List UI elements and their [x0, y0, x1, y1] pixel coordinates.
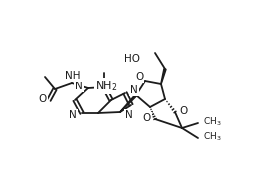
Text: N: N: [130, 85, 138, 95]
Text: NH: NH: [65, 71, 81, 81]
Text: N: N: [75, 81, 83, 91]
Polygon shape: [161, 69, 166, 84]
Text: O: O: [179, 106, 187, 116]
Polygon shape: [120, 94, 137, 112]
Text: CH$_3$: CH$_3$: [203, 131, 222, 143]
Text: O: O: [143, 113, 151, 123]
Text: N: N: [69, 110, 77, 120]
Text: O: O: [39, 94, 47, 104]
Text: CH$_3$: CH$_3$: [203, 116, 222, 128]
Text: NH$_2$: NH$_2$: [95, 79, 117, 93]
Text: O: O: [135, 72, 143, 82]
Text: HO: HO: [124, 54, 140, 64]
Text: N: N: [125, 110, 133, 120]
